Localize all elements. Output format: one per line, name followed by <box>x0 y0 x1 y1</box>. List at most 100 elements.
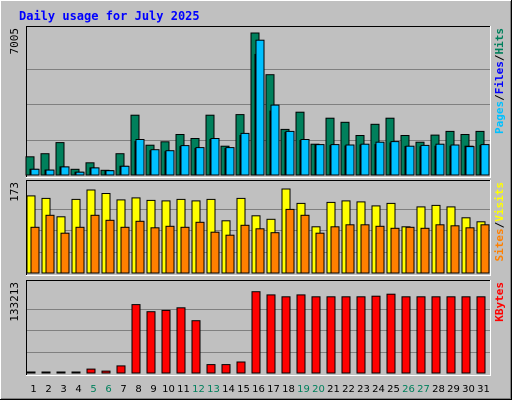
day-label: 11 <box>177 384 190 395</box>
bar-kbytes-day-23 <box>356 296 366 374</box>
bar-pages-day-16 <box>255 39 265 176</box>
day-label: 1 <box>30 384 36 395</box>
bar-pages-day-7 <box>120 165 130 176</box>
day-label: 16 <box>252 384 265 395</box>
bar-kbytes-day-14 <box>221 364 231 374</box>
day-label: 9 <box>150 384 156 395</box>
bar-kbytes-day-20 <box>311 296 321 374</box>
bar-pages-day-21 <box>330 144 340 176</box>
bar-sites-day-15 <box>240 224 250 274</box>
day-label: 25 <box>387 384 400 395</box>
bar-pages-day-18 <box>285 130 295 176</box>
bar-pages-day-12 <box>195 147 205 176</box>
x-axis-day-labels: 1 2 3 4 5 6 7 8 9 10 11 12 13 14 15 16 17 18 19 20 21 22 23 24 2… <box>30 384 490 395</box>
bar-sites-day-10 <box>165 225 175 274</box>
day-label: 2 <box>45 384 51 395</box>
bar-pages-day-13 <box>210 138 220 176</box>
day-label: 18 <box>282 384 295 395</box>
day-label: 17 <box>267 384 280 395</box>
bar-kbytes-day-12 <box>191 320 201 374</box>
day-label: 8 <box>135 384 141 395</box>
day-label: 26 <box>402 384 415 395</box>
bar-pages-day-25 <box>390 141 400 176</box>
bar-sites-day-26 <box>405 226 415 274</box>
panel-hits-max-label: 7005 <box>8 28 21 55</box>
bar-kbytes-day-17 <box>266 294 276 374</box>
day-label: 15 <box>237 384 250 395</box>
bar-sites-day-9 <box>150 227 160 274</box>
day-label: 29 <box>447 384 460 395</box>
bar-kbytes-day-21 <box>326 296 336 374</box>
day-label: 19 <box>297 384 310 395</box>
panel-hits: 7005 Pages/Files/Hits <box>8 26 506 178</box>
bar-kbytes-day-29 <box>446 296 456 374</box>
panel-kbytes-legend: KBytes <box>493 282 506 322</box>
bar-pages-day-31 <box>480 144 490 176</box>
bar-sites-day-31 <box>480 224 490 274</box>
bar-pages-day-5 <box>90 167 100 176</box>
panel-kbytes-max-label: 133213 <box>8 282 21 322</box>
bar-kbytes-day-13 <box>206 364 216 374</box>
bar-sites-day-7 <box>120 226 130 274</box>
bar-sites-day-12 <box>195 221 205 274</box>
bar-pages-day-15 <box>240 132 250 176</box>
bar-kbytes-day-15 <box>236 361 246 374</box>
legend-item: Sites <box>493 228 506 261</box>
bar-kbytes-day-1 <box>26 371 36 374</box>
chart-panels: 7005Pages/Files/Hits173Sites/Visits13321… <box>8 26 506 376</box>
day-label: 30 <box>462 384 475 395</box>
bar-sites-day-30 <box>465 227 475 274</box>
day-label: 14 <box>222 384 235 395</box>
bar-pages-day-8 <box>135 139 145 176</box>
bar-sites-day-22 <box>345 224 355 274</box>
bar-kbytes-day-27 <box>416 296 426 374</box>
bar-pages-day-19 <box>300 139 310 176</box>
bar-kbytes-day-24 <box>371 295 381 374</box>
bar-sites-day-3 <box>60 232 70 274</box>
day-label: 22 <box>342 384 355 395</box>
day-label: 28 <box>432 384 445 395</box>
bar-sites-day-21 <box>330 226 340 274</box>
bar-kbytes-day-25 <box>386 293 396 374</box>
panel-kbytes: 133213 KBytes <box>8 280 506 376</box>
day-label: 6 <box>105 384 111 395</box>
bar-pages-day-2 <box>45 169 55 176</box>
bar-kbytes-day-30 <box>461 296 471 374</box>
bar-pages-day-30 <box>465 146 475 176</box>
bar-pages-day-24 <box>375 141 385 176</box>
bar-kbytes-day-8 <box>131 304 141 374</box>
bar-kbytes-day-16 <box>251 291 261 374</box>
bar-sites-day-28 <box>435 224 445 274</box>
bar-pages-day-10 <box>165 150 175 176</box>
panel-hits-legend: Pages/Files/Hits <box>493 28 506 134</box>
bar-pages-day-23 <box>360 143 370 176</box>
bar-pages-day-1 <box>30 168 40 176</box>
legend-item: KBytes <box>493 282 506 322</box>
day-label: 4 <box>75 384 81 395</box>
bar-kbytes-day-18 <box>281 296 291 374</box>
bar-kbytes-day-7 <box>116 365 126 374</box>
bar-kbytes-day-5 <box>86 368 96 374</box>
bar-sites-day-25 <box>390 227 400 274</box>
legend-item: / <box>493 94 506 101</box>
bar-pages-day-27 <box>420 144 430 176</box>
bar-kbytes-day-22 <box>341 296 351 374</box>
bar-kbytes-day-2 <box>41 371 51 374</box>
panel-visits-max-label: 173 <box>8 182 21 202</box>
legend-item: Files <box>493 61 506 94</box>
day-label: 10 <box>162 384 175 395</box>
day-label: 27 <box>417 384 430 395</box>
bar-sites-day-17 <box>270 232 280 274</box>
bar-kbytes-day-3 <box>56 371 66 374</box>
day-label: 24 <box>372 384 385 395</box>
day-label: 3 <box>60 384 66 395</box>
day-label: 31 <box>477 384 490 395</box>
bar-kbytes-day-19 <box>296 294 306 374</box>
bar-sites-day-13 <box>210 231 220 274</box>
bar-pages-day-6 <box>105 170 115 176</box>
bar-sites-day-23 <box>360 224 370 274</box>
bar-sites-day-29 <box>450 225 460 274</box>
bar-sites-day-11 <box>180 226 190 274</box>
bar-kbytes-day-11 <box>176 307 186 374</box>
bar-sites-day-20 <box>315 232 325 274</box>
